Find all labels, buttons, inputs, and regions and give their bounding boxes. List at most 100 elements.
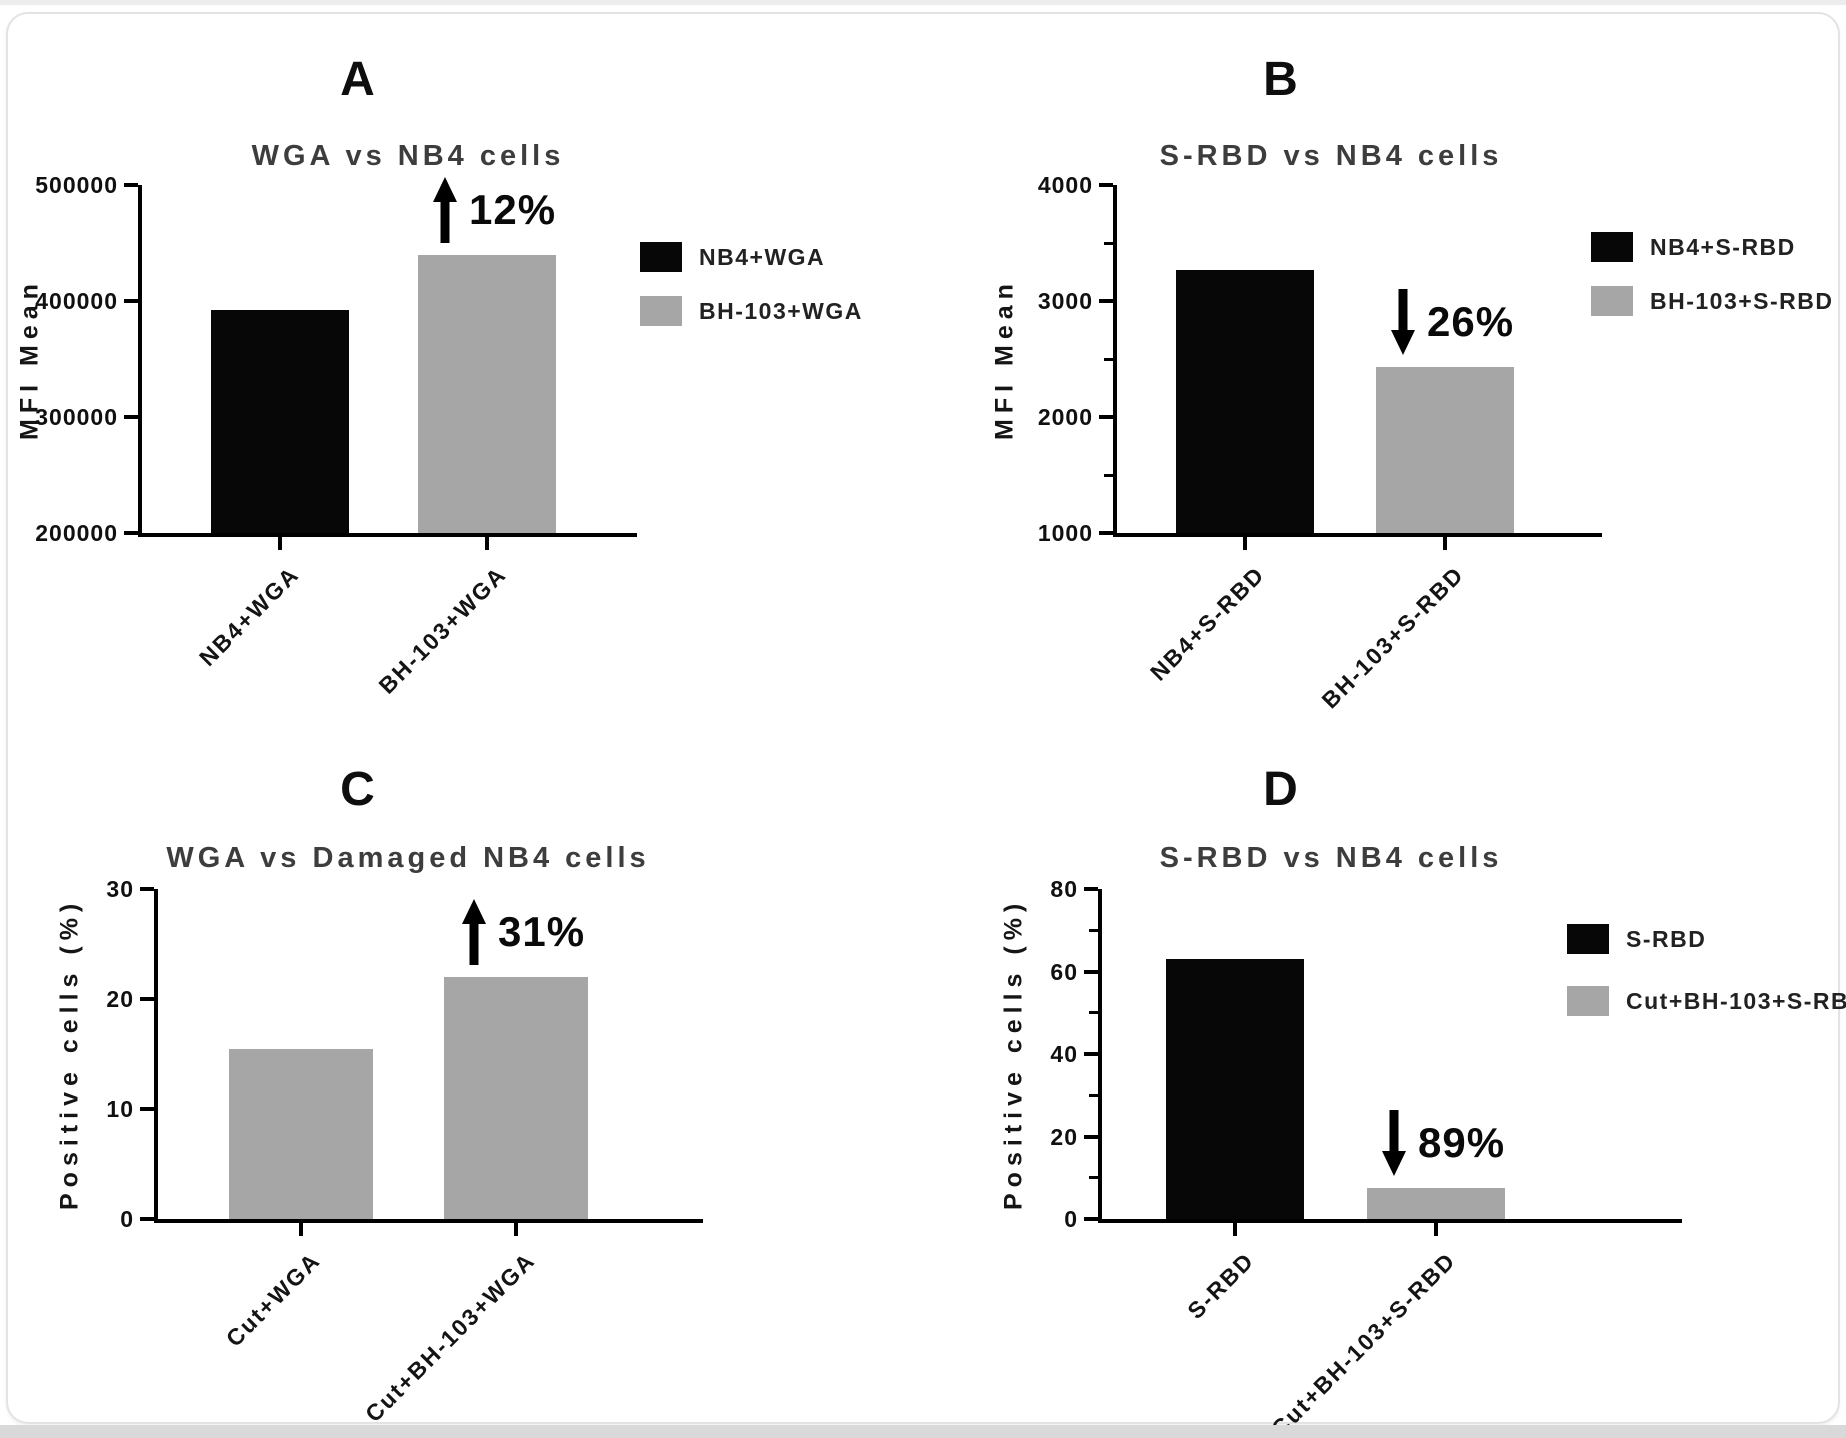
panel-a-head: A WGA vs NB4 cells (8, 14, 708, 173)
y-tick-major (124, 531, 138, 535)
y-tick-label: 400000 (35, 288, 118, 314)
y-tick-major (1099, 183, 1113, 187)
panel-b-head: B S-RBD vs NB4 cells (931, 14, 1631, 173)
legend-item: Cut+BH-103+S-RBD (1567, 986, 1846, 1016)
panel-a: A WGA vs NB4 cells MFI Mean 200000 300000… (8, 14, 931, 699)
panel-b: B S-RBD vs NB4 cells MFI Mean 1000 2000 30… (931, 14, 1833, 714)
y-tick-label: 500000 (35, 172, 118, 198)
arrow-down-icon (1388, 289, 1418, 356)
y-tick-label: 300000 (35, 404, 118, 430)
x-tick (1434, 1223, 1438, 1236)
x-tick-label: S-RBD (1182, 1247, 1260, 1324)
x-tick-label: Cut+WGA (220, 1247, 326, 1352)
chart-area: MFI Mean 200000 300000 400000 500000 12% NB… (8, 172, 931, 707)
figure-card: A WGA vs NB4 cells MFI Mean 200000 300000… (6, 12, 1846, 1438)
plot-wrap: 89% S-RBD Cut+BH-103+S-RBD (1098, 889, 1682, 1438)
panel-d: D S-RBD vs NB4 cells Positive cells (%) … (931, 634, 1846, 1438)
y-tick-label: 1000 (1037, 520, 1093, 546)
plot-area: 26% (1113, 185, 1602, 537)
y-tick-label: 200000 (35, 520, 118, 546)
y-tick-minor (1089, 1176, 1098, 1180)
arrow-up-icon (459, 899, 489, 965)
annotation-percent: 12% (469, 185, 557, 233)
legend-label: BH-103+WGA (699, 297, 863, 324)
y-axis: 200000 300000 400000 500000 (35, 172, 138, 546)
legend-item: S-RBD (1567, 924, 1846, 954)
y-tick-label: 10 (106, 1096, 134, 1122)
legend-swatch-gray (1567, 986, 1609, 1016)
x-tick (299, 1223, 303, 1236)
y-tick-label: 20 (1050, 1123, 1078, 1150)
bar-cut-bh-103-s-rbd (1367, 1188, 1505, 1219)
change-annotation: 31% (459, 899, 585, 965)
y-axis: 1000 2000 3000 4000 (1027, 172, 1113, 546)
panel-letter: B (1263, 53, 1299, 106)
plot-wrap: 26% NB4+S-RBD BH-103+S-RBD (1113, 185, 1602, 713)
chart-title: WGA vs NB4 cells (251, 140, 565, 172)
top-strip (0, 0, 1846, 5)
plot-area: 12% (138, 176, 637, 537)
x-tick (514, 1223, 518, 1236)
y-tick-minor (1104, 357, 1113, 361)
legend-item: BH-103+WGA (640, 296, 863, 326)
panel-d-head: D S-RBD vs NB4 cells (931, 634, 1631, 875)
chart-title: S-RBD vs NB4 cells (1159, 140, 1503, 172)
y-tick-label: 3000 (1037, 288, 1093, 314)
panel-c: C WGA vs Damaged NB4 cells Positive cell… (8, 634, 931, 1428)
arrow-down-icon (1379, 1110, 1409, 1177)
legend-swatch-gray (640, 296, 682, 326)
annotation-percent: 89% (1418, 1119, 1506, 1167)
figure-grid: A WGA vs NB4 cells MFI Mean 200000 300000… (8, 14, 1846, 1438)
x-tick (278, 537, 282, 550)
legend-label: Cut+BH-103+S-RBD (1626, 987, 1846, 1014)
y-tick-major (1084, 969, 1098, 974)
y-tick-label: 40 (1050, 1041, 1078, 1067)
annotation-percent: 26% (1427, 298, 1515, 346)
y-axis-label: MFI Mean (990, 278, 1019, 440)
y-tick-minor (1089, 1011, 1098, 1015)
plot-area: 89% (1098, 889, 1682, 1223)
annotation-percent: 31% (498, 908, 586, 955)
y-tick-major (1099, 415, 1113, 419)
y-tick-label: 4000 (1037, 172, 1093, 198)
y-tick-label: 20 (106, 986, 134, 1012)
legend: NB4+S-RBD BH-103+S-RBD (1591, 232, 1834, 340)
y-axis-label: Positive cells (%) (55, 897, 84, 1211)
y-tick-label: 2000 (1037, 404, 1093, 430)
change-annotation: 26% (1388, 289, 1515, 356)
x-tick-label: Cut+BH-103+WGA (360, 1247, 541, 1428)
y-tick-minor (1104, 473, 1113, 477)
y-tick-label: 30 (106, 876, 134, 902)
y-tick-major (1099, 531, 1113, 535)
legend-label: BH-103+S-RBD (1650, 287, 1834, 314)
chart-area: Positive cells (%) 0 20 40 60 80 89% S-RBD Cu… (992, 876, 1830, 1438)
change-annotation: 89% (1379, 1110, 1506, 1177)
y-tick-major (1084, 1052, 1098, 1056)
y-tick-minor (1104, 241, 1113, 245)
y-tick-major (1099, 299, 1113, 303)
legend: S-RBD Cut+BH-103+S-RBD (1567, 924, 1846, 1048)
y-axis: 0 10 20 30 (92, 876, 154, 1232)
y-tick-major (124, 183, 138, 187)
x-axis-area: NB4+WGA BH-103+WGA (138, 537, 637, 707)
bar-nb4-s-rbd (1176, 269, 1314, 533)
y-tick-major (1084, 1134, 1098, 1139)
legend-swatch-black (1567, 924, 1609, 954)
y-tick-major (124, 299, 138, 303)
x-tick (485, 537, 489, 550)
y-tick-major (140, 887, 154, 891)
y-axis-label: Positive cells (%) (999, 897, 1028, 1211)
y-tick-major (124, 415, 138, 419)
panel-letter: A (340, 53, 376, 106)
change-annotation: 12% (430, 176, 557, 243)
x-tick (1243, 537, 1247, 550)
legend-label: NB4+WGA (699, 243, 826, 270)
bar-bh-103-s-rbd (1376, 367, 1514, 533)
panel-letter: C (340, 763, 376, 816)
bottom-strip (0, 1425, 1846, 1438)
y-tick-minor (1089, 1093, 1098, 1097)
y-axis-label: MFI Mean (15, 278, 44, 440)
x-axis-area: Cut+WGA Cut+BH-103+WGA (154, 1223, 703, 1428)
y-tick-major (1084, 1217, 1098, 1221)
x-axis-area: NB4+S-RBD BH-103+S-RBD (1113, 537, 1602, 713)
